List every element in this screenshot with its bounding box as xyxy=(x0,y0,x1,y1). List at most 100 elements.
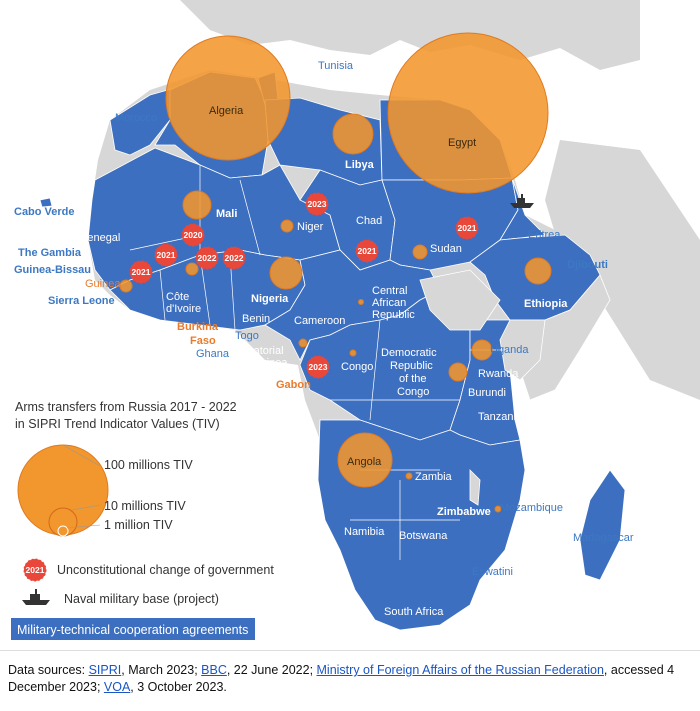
coup-marker-burkina-2: 2022 xyxy=(222,246,246,270)
sipri-date: , March 2023; xyxy=(121,663,202,677)
bubble-ethiopia xyxy=(524,257,552,285)
bubble-car xyxy=(358,299,364,305)
svg-text:Unconstitutional change of gov: Unconstitutional change of government xyxy=(57,563,274,577)
svg-text:Botswana: Botswana xyxy=(399,530,448,542)
svg-text:Cameroon: Cameroon xyxy=(294,315,345,327)
svg-text:Djibouti: Djibouti xyxy=(567,259,608,271)
bubble-burkina xyxy=(185,262,199,276)
svg-text:Zimbabwe: Zimbabwe xyxy=(437,506,491,518)
svg-text:Guinea: Guinea xyxy=(85,278,121,290)
svg-text:Senegal: Senegal xyxy=(80,232,120,244)
morocco-shape xyxy=(109,87,176,156)
svg-text:Niger: Niger xyxy=(297,221,324,233)
coup-markers: 2023 2021 2021 2020 2021 2022 2022 2021 xyxy=(129,192,479,379)
svg-text:Namibia: Namibia xyxy=(344,526,385,538)
bubble-angola xyxy=(337,432,393,488)
africa-map: 2023 2021 2021 2020 2021 2022 2022 2021 xyxy=(0,0,700,650)
svg-text:2022: 2022 xyxy=(198,253,217,263)
svg-text:Republic: Republic xyxy=(372,309,415,321)
bbc-date: , 22 June 2022; xyxy=(226,663,317,677)
bubble-mozambique xyxy=(494,505,502,513)
coup-marker-niger: 2023 xyxy=(305,192,329,216)
svg-text:2022: 2022 xyxy=(225,253,244,263)
legend: Arms transfers from Russia 2017 - 2022 i… xyxy=(0,390,300,650)
svg-text:Ghana: Ghana xyxy=(196,348,230,360)
country-labels: Tunisia Morocco Algeria Libya Egypt Cabo… xyxy=(14,60,634,618)
svg-text:Chad: Chad xyxy=(356,215,382,227)
svg-text:2021: 2021 xyxy=(157,250,176,260)
legend-circle-1 xyxy=(57,525,69,537)
svg-text:in SIPRI Trend Indicator Value: in SIPRI Trend Indicator Values (TIV) xyxy=(15,417,220,431)
svg-text:Central: Central xyxy=(372,285,407,297)
cabo-verde-shape xyxy=(39,197,53,208)
svg-text:of the: of the xyxy=(399,373,427,385)
svg-text:Angola: Angola xyxy=(347,456,382,468)
svg-text:Gabon: Gabon xyxy=(276,379,311,391)
bbc-link[interactable]: BBC xyxy=(201,663,227,677)
coup-marker-chad: 2021 xyxy=(355,239,379,263)
svg-text:Nigeria: Nigeria xyxy=(251,293,289,305)
svg-text:The Gambia: The Gambia xyxy=(18,247,82,259)
svg-text:Libya: Libya xyxy=(345,159,375,171)
bubble-zambia xyxy=(405,472,413,480)
svg-text:Togo: Togo xyxy=(235,330,259,342)
voa-link[interactable]: VOA xyxy=(103,680,131,694)
bubble-congo xyxy=(349,349,357,357)
sipri-link[interactable]: SIPRI xyxy=(88,663,122,677)
bubble-algeria xyxy=(165,35,291,161)
coup-marker-sudan: 2021 xyxy=(455,216,479,240)
svg-text:Equatorial: Equatorial xyxy=(234,345,284,357)
svg-text:Military-technical cooperation: Military-technical cooperation agreement… xyxy=(17,623,248,637)
svg-text:Congo: Congo xyxy=(341,361,373,373)
svg-text:2021: 2021 xyxy=(132,267,151,277)
bubble-nigeria xyxy=(269,256,303,290)
non-agreement-overlays xyxy=(419,269,611,506)
svg-text:Naval military base (project): Naval military base (project) xyxy=(64,592,219,606)
svg-text:2021: 2021 xyxy=(358,246,377,256)
kenya-area xyxy=(499,319,546,381)
malawi-area xyxy=(469,469,481,506)
svg-text:Burkina: Burkina xyxy=(177,321,219,333)
svg-text:Faso: Faso xyxy=(190,335,216,347)
context-land xyxy=(180,0,700,400)
madagascar-shape xyxy=(579,469,626,581)
svg-text:Zambia: Zambia xyxy=(415,471,453,483)
svg-text:Mali: Mali xyxy=(216,208,237,220)
south-sudan-area xyxy=(419,269,501,331)
bubble-mali xyxy=(182,190,212,220)
svg-text:South Africa: South Africa xyxy=(384,606,444,618)
bubble-sudan xyxy=(412,244,428,260)
coup-marker-mali-2020: 2020 xyxy=(181,223,205,247)
svg-text:2021: 2021 xyxy=(26,565,45,575)
svg-text:Democratic: Democratic xyxy=(381,347,437,359)
svg-text:Madagascar: Madagascar xyxy=(573,532,634,544)
naval-base-icon xyxy=(510,194,534,208)
coup-marker-gabon: 2023 xyxy=(306,355,330,379)
data-sources: Data sources: SIPRI, March 2023; BBC, 22… xyxy=(8,662,696,696)
svg-text:Guinea-Bissau: Guinea-Bissau xyxy=(14,264,91,276)
svg-text:Morocco: Morocco xyxy=(115,112,157,124)
svg-text:1 million TIV: 1 million TIV xyxy=(104,518,173,532)
bubble-niger xyxy=(280,219,294,233)
europe-land xyxy=(180,0,640,70)
svg-text:Eritrea: Eritrea xyxy=(528,229,561,241)
bubble-rwanda xyxy=(448,362,468,382)
coup-marker-mali-2021: 2021 xyxy=(154,243,178,267)
bubble-eqguinea xyxy=(298,338,308,348)
coup-marker-guinea: 2021 xyxy=(129,260,153,284)
sources-prefix: Data sources: xyxy=(8,663,89,677)
svg-text:Côte: Côte xyxy=(166,291,189,303)
mfa-date: , accessed 4 December 2023; xyxy=(8,663,675,694)
legend-coup-icon: 2021 xyxy=(23,558,47,582)
svg-text:Cabo Verde: Cabo Verde xyxy=(14,206,75,218)
legend-agreement-swatch xyxy=(11,618,255,640)
divider xyxy=(0,650,700,651)
tiv-bubbles xyxy=(119,32,552,513)
svg-text:Benin: Benin xyxy=(242,313,270,325)
svg-text:Congo: Congo xyxy=(397,386,429,398)
svg-text:Eswatini: Eswatini xyxy=(472,566,513,578)
svg-text:2023: 2023 xyxy=(309,362,328,372)
mfa-link[interactable]: Ministry of Foreign Affairs of the Russi… xyxy=(316,663,604,677)
legend-size-circles xyxy=(17,444,109,537)
bubble-libya xyxy=(332,113,374,155)
